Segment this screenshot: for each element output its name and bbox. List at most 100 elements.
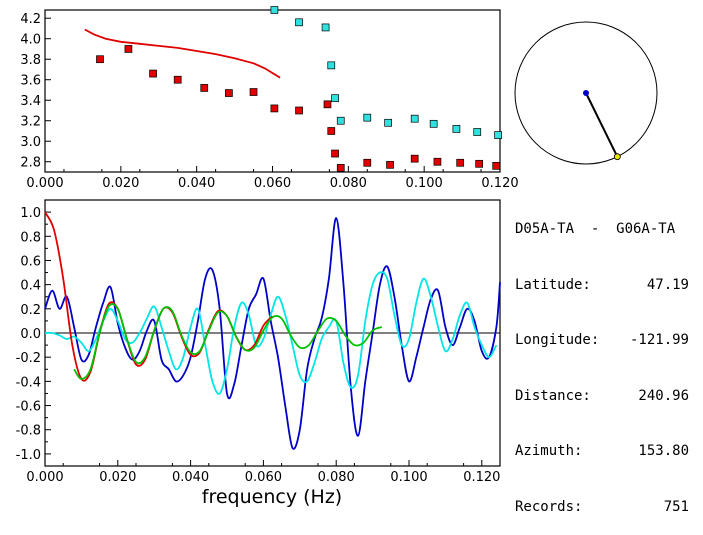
station-pair: D05A-TA - G06A-TA bbox=[515, 221, 676, 237]
top-marker-marker_red bbox=[475, 159, 483, 168]
top-marker-marker_red bbox=[386, 160, 394, 169]
latitude-row: Latitude: 47.19 bbox=[515, 276, 689, 295]
azimuth-end-dot bbox=[613, 153, 621, 161]
latitude-label: Latitude: bbox=[515, 276, 591, 293]
bottom-x-tick-label: 0.060 bbox=[245, 470, 282, 485]
top-marker-marker_red bbox=[173, 75, 182, 84]
bottom-y-tick-label: -0.6 bbox=[16, 400, 41, 415]
records-value: 751 bbox=[663, 498, 689, 515]
latitude-value: 47.19 bbox=[646, 276, 689, 293]
top-y-tick-label: 2.8 bbox=[20, 156, 41, 171]
top-marker-marker_red bbox=[225, 89, 233, 97]
correlation-series-green bbox=[73, 303, 383, 380]
bottom-x-tick-label: 0.000 bbox=[26, 470, 63, 485]
top-marker-marker_cyan bbox=[410, 114, 419, 123]
dispersion-panel: 0.000 0.020 0.040 0.060 0.080 0.100 0.120 2.8 3.… bbox=[20, 6, 519, 191]
figure: 0.000 0.020 0.040 0.060 0.080 0.100 0.120 2.8 3.… bbox=[16, 6, 658, 508]
top-marker-marker_cyan bbox=[452, 125, 461, 133]
azimuth-label: Azimuth: bbox=[515, 443, 583, 459]
top-marker-marker_red bbox=[336, 164, 345, 172]
azimuth-line bbox=[585, 92, 619, 158]
top-marker-marker_red bbox=[410, 154, 419, 163]
correlation-series bbox=[44, 211, 501, 450]
top-marker-marker_red bbox=[456, 158, 465, 167]
bottom-x-tick-label: 0.120 bbox=[463, 470, 500, 485]
bottom-y-tick-label: -0.2 bbox=[16, 351, 41, 366]
correlation-series-cyan bbox=[44, 271, 498, 395]
top-marker-marker_red bbox=[295, 106, 303, 115]
station-info-panel: D05A-TA - G06A-TA Latitude: 47.19 Longitu… bbox=[515, 183, 689, 535]
top-marker-marker_red bbox=[249, 88, 258, 96]
dispersion-series bbox=[84, 6, 502, 172]
top-y-tick-label: 4.0 bbox=[20, 33, 41, 48]
top-marker-marker_cyan bbox=[363, 113, 372, 122]
top-marker-marker_red bbox=[149, 69, 157, 78]
top-y-tick-label: 4.2 bbox=[20, 12, 41, 27]
top-y-tick-label: 3.0 bbox=[20, 135, 41, 150]
top-y-tick-label: 3.2 bbox=[20, 115, 41, 130]
top-marker-marker_red bbox=[363, 158, 372, 167]
top-x-tick-label: 0.040 bbox=[178, 176, 215, 191]
correlation-panel: 0.000 0.020 0.040 0.060 0.080 0.100 0.120 1.0 0.… bbox=[16, 199, 501, 508]
bottom-x-tick-label: 0.020 bbox=[99, 470, 136, 485]
top-y-tick-label: 3.4 bbox=[20, 94, 41, 109]
top-marker-marker_cyan bbox=[321, 23, 330, 32]
top-marker-marker_cyan bbox=[336, 116, 345, 125]
bottom-y-tick-label: 0.2 bbox=[20, 303, 41, 318]
bottom-y-tick-label: 0.0 bbox=[20, 327, 41, 342]
compass-circle bbox=[514, 21, 658, 165]
correlation-series-blue bbox=[44, 217, 501, 450]
top-marker-marker_red bbox=[200, 84, 209, 92]
bottom-x-tick-label: 0.100 bbox=[390, 470, 427, 485]
top-marker-marker_red bbox=[270, 104, 279, 113]
correlation-ticks: 0.000 0.020 0.040 0.060 0.080 0.100 0.120 1.0 0.… bbox=[16, 206, 501, 485]
top-marker-marker_cyan bbox=[327, 61, 336, 70]
bottom-y-tick-label: 0.8 bbox=[20, 230, 41, 245]
dispersion-plot-frame bbox=[44, 9, 501, 173]
top-x-tick-label: 0.060 bbox=[254, 176, 291, 191]
top-x-tick-label: 0.000 bbox=[26, 176, 63, 191]
top-marker-marker_cyan bbox=[494, 131, 502, 139]
top-marker-marker_red bbox=[433, 157, 442, 166]
top-marker-marker_cyan bbox=[331, 94, 339, 103]
bottom-y-tick-label: -0.8 bbox=[16, 424, 41, 439]
longitude-row: Longitude: -121.99 bbox=[515, 331, 689, 350]
top-marker-marker_cyan bbox=[384, 118, 392, 127]
top-x-tick-label: 0.100 bbox=[406, 176, 443, 191]
top-marker-marker_cyan bbox=[270, 6, 279, 14]
top-x-tick-label: 0.120 bbox=[481, 176, 518, 191]
top-marker-marker_red bbox=[331, 149, 339, 158]
bottom-y-tick-label: 0.6 bbox=[20, 254, 41, 269]
top-series-line-red bbox=[84, 28, 281, 79]
longitude-value: -121.99 bbox=[629, 332, 689, 348]
top-y-tick-label: 3.6 bbox=[20, 74, 41, 89]
top-marker-marker_red bbox=[96, 55, 104, 64]
bottom-y-tick-label: 0.4 bbox=[20, 279, 41, 294]
top-marker-marker_red bbox=[492, 161, 501, 170]
top-marker-marker_cyan bbox=[295, 18, 303, 27]
top-marker-marker_cyan bbox=[473, 128, 482, 136]
top-y-tick-label: 3.8 bbox=[20, 53, 41, 68]
top-x-tick-label: 0.080 bbox=[330, 176, 367, 191]
records-row: Records: 751 bbox=[515, 498, 689, 517]
top-marker-marker_red bbox=[327, 127, 336, 135]
longitude-label: Longitude: bbox=[515, 332, 600, 348]
dispersion-ticks: 0.000 0.020 0.040 0.060 0.080 0.100 0.120 2.8 3.… bbox=[20, 12, 518, 191]
top-marker-marker_cyan bbox=[429, 119, 438, 128]
distance-value: 240.96 bbox=[638, 387, 689, 404]
bottom-y-tick-label: -1.0 bbox=[16, 448, 41, 463]
station-dot bbox=[583, 90, 589, 96]
top-marker-marker_red bbox=[323, 100, 332, 109]
x-axis-title: frequency (Hz) bbox=[202, 486, 342, 508]
top-marker-marker_red bbox=[124, 45, 133, 53]
top-x-tick-label: 0.020 bbox=[102, 176, 139, 191]
bottom-x-tick-label: 0.080 bbox=[318, 470, 355, 485]
bottom-y-tick-label: 1.0 bbox=[20, 206, 41, 221]
bottom-x-tick-label: 0.040 bbox=[172, 470, 209, 485]
azimuth-row: Azimuth: 153.80 bbox=[515, 442, 689, 461]
distance-label: Distance: bbox=[515, 387, 591, 404]
azimuth-value: 153.80 bbox=[638, 443, 689, 459]
records-label: Records: bbox=[515, 498, 583, 515]
bottom-y-tick-label: -0.4 bbox=[16, 375, 41, 390]
distance-row: Distance: 240.96 bbox=[515, 387, 689, 406]
